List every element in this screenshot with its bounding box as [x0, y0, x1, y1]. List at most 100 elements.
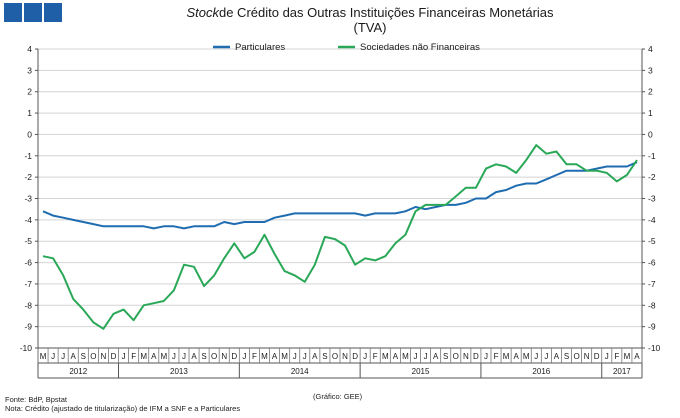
y-tick-label-right: -5: [648, 236, 656, 246]
month-label: J: [242, 352, 246, 361]
month-label: M: [160, 352, 167, 361]
month-label: A: [191, 352, 197, 361]
month-label: J: [51, 352, 55, 361]
y-tick-label-right: -2: [648, 172, 656, 182]
y-tick-label-right: -10: [648, 343, 661, 353]
brand-square-2: [24, 3, 42, 22]
y-tick-label-left: 2: [27, 87, 32, 97]
chart-title: Stockde Crédito das Outras Instituições …: [120, 5, 620, 35]
month-label: F: [252, 352, 257, 361]
y-tick-label-right: -7: [648, 279, 656, 289]
y-tick-label-left: 1: [27, 108, 32, 118]
month-label: S: [322, 352, 327, 361]
month-label: A: [151, 352, 157, 361]
month-label: F: [131, 352, 136, 361]
source-note: Fonte: BdP, Bpstat: [5, 395, 67, 404]
year-label: 2015: [412, 367, 430, 376]
month-label: A: [71, 352, 77, 361]
month-label: M: [523, 352, 530, 361]
y-tick-label-left: -10: [20, 343, 33, 353]
month-label: M: [382, 352, 389, 361]
legend: Particulares Sociedades não Financeiras: [213, 42, 480, 53]
y-tick-label-right: -6: [648, 258, 656, 268]
legend-sociedades-nao-financeiras-label: Sociedades não Financeiras: [360, 42, 480, 53]
month-label: M: [281, 352, 288, 361]
y-tick-label-right: -3: [648, 194, 656, 204]
month-label: M: [140, 352, 147, 361]
y-tick-label-left: -2: [24, 172, 32, 182]
brand-square-3: [44, 3, 62, 22]
y-tick-label-left: -1: [24, 151, 32, 161]
month-label: J: [414, 352, 418, 361]
month-label: J: [484, 352, 488, 361]
title-italic: Stock: [186, 5, 219, 20]
month-label: J: [534, 352, 538, 361]
footnote: Nota: Crédito (ajustado de titularização…: [5, 404, 241, 413]
month-label: A: [513, 352, 519, 361]
y-tick-label-right: 1: [648, 108, 653, 118]
month-label: J: [424, 352, 428, 361]
month-label: A: [634, 352, 640, 361]
series-line-particulares: [42, 161, 638, 230]
legend-particulares-label: Particulares: [235, 42, 285, 53]
year-label: 2014: [291, 367, 309, 376]
y-tick-label-left: -7: [24, 279, 32, 289]
month-label: J: [182, 352, 186, 361]
month-label: D: [111, 352, 117, 361]
y-tick-label-right: -1: [648, 151, 656, 161]
y-tick-label-right: 2: [648, 87, 653, 97]
tick-labels: 4 4 3 3 2 2 1 1 0 0 -1 -1 -2 -2 -3 -3 -4 -4 -5 -5 -6 -6 -7 -7 -8…: [20, 44, 661, 376]
month-label: J: [363, 352, 367, 361]
y-tick-label-left: -5: [24, 236, 32, 246]
month-label: N: [342, 352, 348, 361]
month-label: A: [312, 352, 318, 361]
month-label: S: [564, 352, 569, 361]
month-label: O: [453, 352, 459, 361]
month-label: S: [443, 352, 448, 361]
month-label: M: [261, 352, 268, 361]
month-label: A: [554, 352, 560, 361]
month-label: J: [303, 352, 307, 361]
month-label: F: [614, 352, 619, 361]
grid: [38, 48, 642, 349]
month-label: D: [594, 352, 600, 361]
title-text: de Crédito das Outras Instituições Finan…: [218, 5, 554, 20]
year-label: 2012: [69, 367, 87, 376]
month-label: M: [624, 352, 631, 361]
month-label: J: [61, 352, 65, 361]
month-label: J: [172, 352, 176, 361]
month-label: F: [373, 352, 378, 361]
month-label: A: [272, 352, 278, 361]
brand-square-1: [4, 3, 22, 22]
month-label: N: [221, 352, 227, 361]
month-label: O: [211, 352, 217, 361]
month-label: J: [544, 352, 548, 361]
month-label: A: [433, 352, 439, 361]
year-label: 2013: [170, 367, 188, 376]
y-tick-label-left: -6: [24, 258, 32, 268]
month-label: D: [231, 352, 237, 361]
y-tick-label-left: -4: [24, 215, 32, 225]
month-label: D: [352, 352, 358, 361]
y-tick-label-right: 3: [648, 65, 653, 75]
month-label: M: [503, 352, 510, 361]
chart-subtitle: (TVA): [353, 20, 387, 35]
month-label: N: [101, 352, 107, 361]
y-tick-label-left: 4: [27, 44, 32, 54]
axes: [35, 48, 645, 379]
y-tick-label-right: 0: [648, 129, 653, 139]
y-tick-label-right: -9: [648, 322, 656, 332]
y-tick-label-left: 3: [27, 65, 32, 75]
y-tick-label-right: 4: [648, 44, 653, 54]
month-label: O: [573, 352, 579, 361]
month-label: M: [402, 352, 409, 361]
month-label: J: [122, 352, 126, 361]
month-label: M: [40, 352, 47, 361]
series-lines: [42, 144, 638, 330]
month-label: A: [393, 352, 399, 361]
month-label: J: [605, 352, 609, 361]
y-tick-label-left: -9: [24, 322, 32, 332]
year-label: 2017: [613, 367, 631, 376]
y-tick-label-right: -4: [648, 215, 656, 225]
